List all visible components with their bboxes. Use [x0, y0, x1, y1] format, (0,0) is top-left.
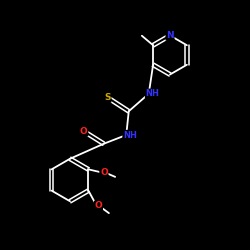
Text: O: O [80, 127, 88, 136]
Text: O: O [94, 202, 102, 210]
Text: S: S [104, 93, 111, 102]
Text: O: O [100, 168, 108, 177]
Text: NH: NH [146, 89, 160, 98]
Text: NH: NH [123, 130, 137, 140]
Text: N: N [166, 31, 174, 40]
